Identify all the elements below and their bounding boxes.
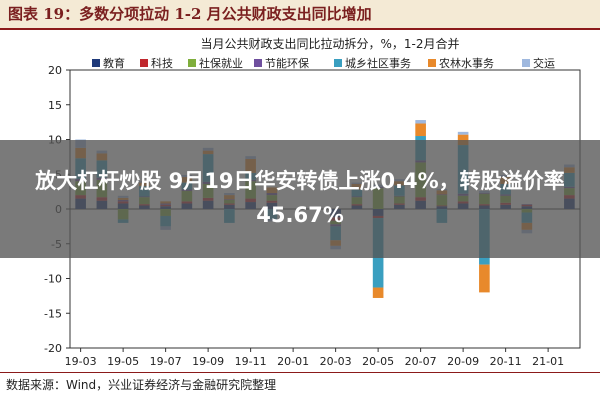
bar-segment [457, 134, 469, 146]
source-divider [0, 372, 600, 373]
bar-segment [415, 120, 426, 124]
legend-swatch [254, 59, 262, 67]
x-tick-label: 19-09 [192, 355, 224, 368]
headline-overlay: 放大杠杆炒股 9月19日华安转债上涨0.4%，转股溢价率45.67% [0, 140, 600, 258]
legend-swatch [92, 59, 100, 67]
legend-label: 社保就业 [199, 56, 243, 70]
data-source-note: 数据来源：Wind，兴业证券经济与金融研究院整理 [6, 378, 277, 392]
bar-segment [415, 123, 426, 137]
x-tick-label: 20-05 [362, 355, 394, 368]
chart-title: 当月公共财政支出同比拉动拆分，%，1-2月合并 [200, 36, 459, 51]
x-tick-label: 19-03 [65, 355, 97, 368]
legend-swatch [188, 59, 196, 67]
x-tick-label: 20-11 [490, 355, 522, 368]
y-tick-label: 15 [48, 99, 62, 112]
bar-segment [479, 264, 490, 293]
y-tick-label: -10 [44, 273, 62, 286]
legend-label: 交运 [533, 56, 555, 70]
bar-segment [457, 131, 469, 135]
legend-label: 教育 [103, 56, 125, 70]
x-tick-label: 20-01 [277, 355, 309, 368]
y-tick-label: 20 [48, 64, 62, 77]
legend-swatch [522, 59, 530, 67]
bar-segment [372, 287, 384, 298]
x-tick-label: 19-11 [235, 355, 267, 368]
y-tick-label: -15 [44, 307, 62, 320]
figure-title: 图表 19：多数分项拉动 1-2 月公共财政支出同比增加 [0, 0, 600, 28]
legend-label: 农林水事务 [439, 56, 494, 70]
legend-swatch [334, 59, 342, 67]
legend-label: 城乡社区事务 [345, 56, 411, 70]
title-divider [0, 28, 600, 30]
legend-label: 节能环保 [265, 56, 309, 70]
chart-legend: 教育 科技 社保就业 节能环保 城乡社区事务 农林水事务 交运 [92, 56, 555, 70]
overlay-headline: 放大杠杆炒股 9月19日华安转债上涨0.4%，转股溢价率45.67% [35, 169, 565, 227]
x-tick-label: 21-01 [532, 355, 564, 368]
x-tick-label: 20-03 [320, 355, 352, 368]
legend-swatch [428, 59, 436, 67]
y-tick-label: -20 [44, 342, 62, 355]
legend-label: 科技 [151, 56, 173, 70]
x-tick-label: 20-09 [447, 355, 479, 368]
x-tick-label: 19-05 [107, 355, 139, 368]
x-tick-label: 20-07 [405, 355, 437, 368]
legend-swatch [140, 59, 148, 67]
x-tick-label: 19-07 [150, 355, 182, 368]
